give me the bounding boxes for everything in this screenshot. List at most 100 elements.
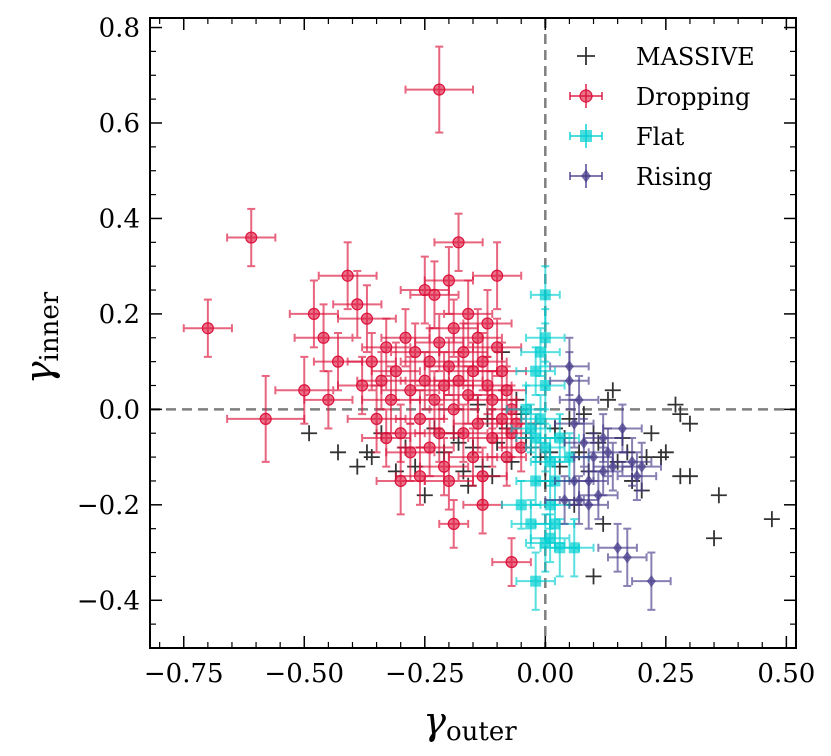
dropping-point [341, 269, 354, 282]
y-tick-label: 0.6 [99, 109, 140, 139]
dropping-point [331, 355, 345, 368]
dropping-point [433, 83, 446, 96]
x-axis-label: γouter [423, 699, 517, 747]
dropping-point [404, 446, 417, 459]
dropping-point [380, 341, 393, 354]
flat-point [568, 542, 580, 554]
dropping-point [389, 365, 402, 378]
legend-marker [579, 89, 593, 103]
dropping-point [259, 412, 272, 426]
dropping-point [481, 317, 494, 330]
rising-point [622, 551, 632, 564]
dropping-point [447, 517, 460, 531]
dropping-point [404, 384, 417, 397]
x-axis-label-sub: outer [446, 717, 517, 747]
rising-point [598, 431, 608, 445]
massive-point [604, 382, 621, 399]
dropping-point [201, 322, 214, 335]
reference-lines [150, 18, 796, 648]
dropping-point [399, 331, 412, 344]
x-tick-label: 0.25 [637, 659, 695, 689]
massive-point [657, 444, 674, 461]
series-dropping [182, 45, 542, 587]
flat-point [554, 432, 566, 444]
flat-point [563, 451, 575, 463]
rising-point [603, 446, 613, 459]
x-tick-label: −0.75 [144, 659, 224, 689]
legend-marker [581, 169, 591, 183]
flat-point [530, 575, 542, 587]
dropping-point [457, 345, 470, 359]
x-tick-label: −0.50 [264, 659, 344, 689]
massive-point [681, 415, 698, 432]
rising-point [632, 470, 642, 483]
massive-point [667, 396, 684, 413]
legend-item-flat: Flat [569, 123, 685, 151]
flat-point [534, 346, 546, 358]
legend-marker [577, 47, 595, 65]
dropping-point [413, 470, 427, 483]
rising-point [637, 460, 647, 473]
y-tick-label: 0.8 [99, 14, 140, 44]
dropping-point [428, 288, 441, 301]
x-tick-label: −0.25 [385, 659, 465, 689]
flat-point [520, 403, 532, 415]
massive-point [301, 425, 318, 442]
dropping-point [491, 269, 504, 282]
dropping-point [322, 393, 335, 406]
flat-point [525, 422, 537, 434]
plot-frame [149, 17, 797, 649]
y-axis-label: γinner [17, 291, 65, 384]
data-points [182, 45, 780, 611]
flat-point [549, 518, 561, 530]
rising-point [588, 451, 599, 464]
x-tick-label: 0.50 [757, 659, 815, 689]
axis-ticks: −0.75 −0.50 −0.25 0.00 0.25 0.50 −0.4 −0.2 0.0 0.… [77, 14, 815, 689]
flat-point [539, 380, 551, 391]
rising-point [560, 493, 570, 507]
dropping-point [413, 412, 427, 426]
dropping-point [365, 355, 378, 368]
massive-point [363, 449, 380, 466]
rising-point [574, 393, 584, 406]
dropping-point [452, 236, 465, 249]
massive-point [643, 425, 660, 442]
massive-point [595, 515, 612, 532]
y-tick-label: −0.4 [77, 586, 140, 616]
rising-point [613, 541, 623, 554]
legend-item-rising: Rising [569, 163, 713, 191]
dropping-point [486, 393, 499, 406]
flat-point [544, 456, 556, 468]
legend-item-massive: MASSIVE [577, 43, 755, 71]
dropping-point [245, 231, 258, 244]
dropping-point [505, 555, 518, 569]
rising-point [579, 436, 589, 449]
x-tick-label: 0.00 [516, 659, 574, 689]
rising-point [617, 422, 627, 435]
dropping-point [462, 307, 475, 321]
dropping-point [476, 498, 489, 511]
flat-point [539, 289, 551, 301]
dropping-point [442, 474, 455, 488]
dropping-point [433, 427, 446, 440]
legend-label: Flat [636, 123, 685, 151]
dropping-point [428, 393, 441, 406]
flat-point [534, 413, 546, 425]
dropping-point [466, 450, 480, 464]
flat-point [539, 442, 551, 454]
y-tick-label: −0.2 [77, 491, 140, 521]
dropping-point [447, 322, 460, 335]
dropping-point [380, 431, 393, 445]
rising-point [569, 417, 579, 430]
legend-label: MASSIVE [636, 43, 755, 71]
rising-point [646, 575, 656, 588]
massive-point [585, 568, 602, 585]
flat-point [530, 365, 542, 377]
massive-point [599, 391, 616, 408]
flat-point [539, 332, 551, 344]
dropping-point [433, 336, 446, 349]
rising-point [608, 460, 618, 473]
legend-marker [580, 130, 592, 142]
